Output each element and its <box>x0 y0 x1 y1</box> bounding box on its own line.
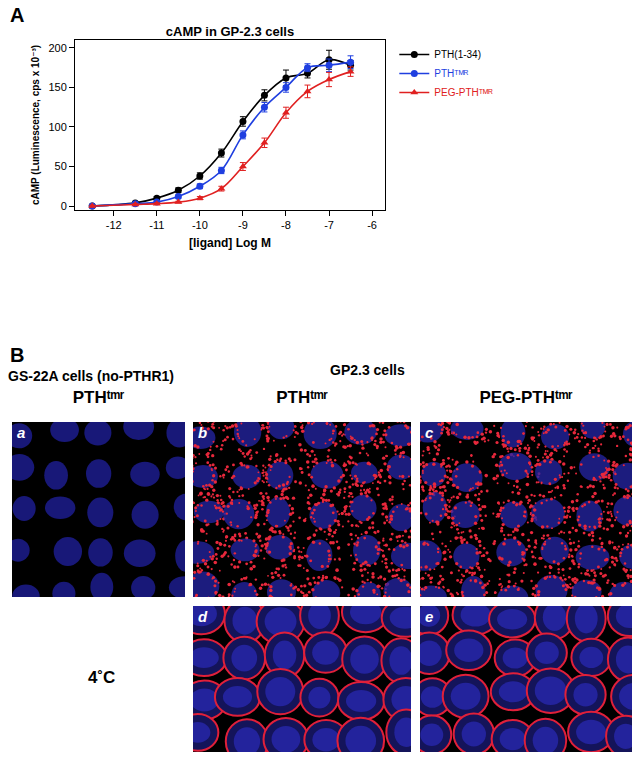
svg-text:e: e <box>425 608 433 625</box>
svg-text:[ligand] Log M: [ligand] Log M <box>189 236 271 250</box>
svg-text:cAMP in GP-2.3 cells: cAMP in GP-2.3 cells <box>166 24 294 39</box>
svg-text:100: 100 <box>48 121 66 133</box>
svg-text:-12: -12 <box>106 219 122 231</box>
html-text:B: B <box>10 344 25 366</box>
html-text:A: A <box>10 4 25 26</box>
html-text:PTHᵗᵐʳ: PTHᵗᵐʳ <box>72 388 125 407</box>
svg-text:-11: -11 <box>149 219 164 231</box>
svg-text:-7: -7 <box>324 219 334 231</box>
svg-text:-8: -8 <box>281 219 291 231</box>
svg-text:-6: -6 <box>367 219 377 231</box>
svg-text:b: b <box>198 424 207 441</box>
html-text:GS-22A cells (no-PTHR1): GS-22A cells (no-PTHR1) <box>8 368 174 384</box>
svg-text:150: 150 <box>48 81 66 93</box>
svg-text:50: 50 <box>55 160 67 172</box>
html-text:4˚C: 4˚C <box>88 668 116 687</box>
html-text:GP2.3 cells: GP2.3 cells <box>330 362 405 378</box>
svg-text:-9: -9 <box>238 219 248 231</box>
svg-text:-10: -10 <box>192 219 208 231</box>
svg-text:0: 0 <box>61 200 67 212</box>
svg-text:PEG-PTHᵀᴹᴿ: PEG-PTHᵀᴹᴿ <box>434 87 493 98</box>
html-text:PEG-PTHᵗᵐʳ: PEG-PTHᵗᵐʳ <box>479 388 573 407</box>
svg-text:c: c <box>425 424 434 441</box>
svg-text:a: a <box>17 424 25 441</box>
svg-text:PTH(1-34): PTH(1-34) <box>434 49 481 60</box>
svg-text:PTHᵀᴹᴿ: PTHᵀᴹᴿ <box>434 68 468 79</box>
svg-text:d: d <box>198 608 208 625</box>
svg-text:cAMP (Luminescence, cps x 10⁻³: cAMP (Luminescence, cps x 10⁻³) <box>30 45 41 205</box>
svg-text:200: 200 <box>48 42 66 54</box>
html-text:PTHᵗᵐʳ: PTHᵗᵐʳ <box>276 388 328 407</box>
